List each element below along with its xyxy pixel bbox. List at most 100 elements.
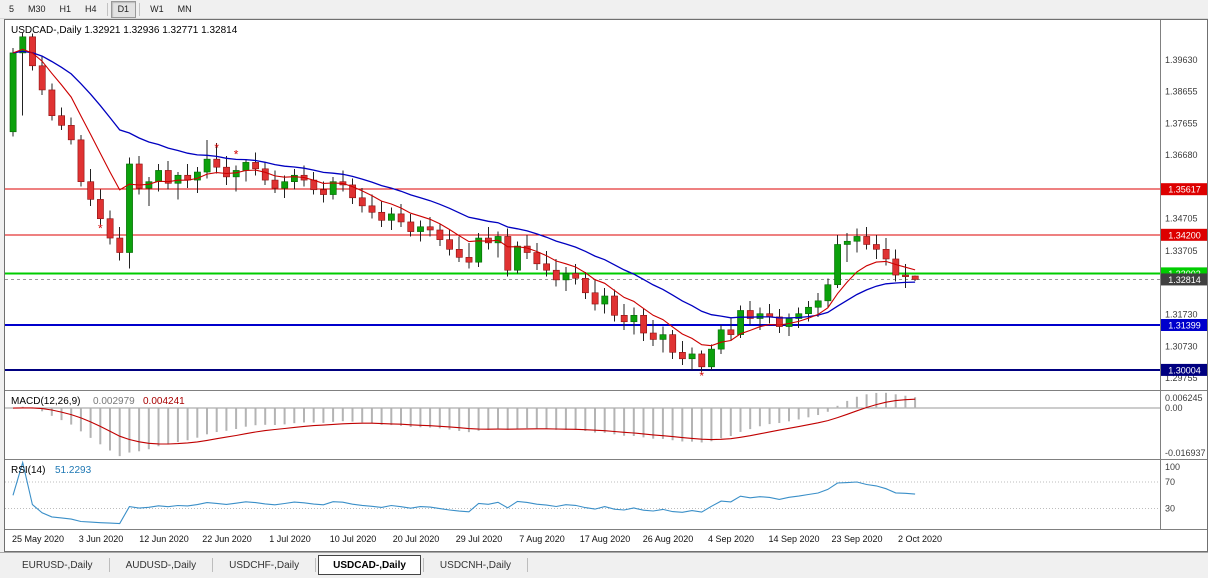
rsi-indicator-label: RSI(14): [11, 465, 45, 476]
tab-separator: [527, 558, 529, 572]
macd-histogram-bar: [594, 408, 596, 433]
date-label: 25 May 2020: [12, 534, 64, 544]
candle-body: [97, 199, 104, 220]
chart-tab-usdcad[interactable]: USDCAD-,Daily: [318, 555, 421, 575]
price-line-badge-label: 1.35617: [1168, 185, 1201, 195]
macd-histogram-bar: [79, 408, 82, 432]
macd-histogram-bar: [390, 408, 393, 426]
date-label: 20 Jul 2020: [393, 534, 440, 544]
macd-histogram-bar: [681, 408, 684, 442]
candle-body: [87, 181, 95, 200]
macd-histogram-bar: [138, 408, 141, 452]
chart-tab-eurusd[interactable]: EURUSD-,Daily: [22, 559, 93, 571]
price-axis-tick: 1.38655: [1165, 86, 1198, 96]
chart-canvas[interactable]: * * * * 1.39630 1.38655 1.37655 1.36680 1.34705 1…: [5, 20, 1208, 552]
date-label: 22 Jun 2020: [202, 534, 252, 544]
candle-body: [814, 300, 822, 308]
price-axis-tick: 1.31730: [1165, 309, 1198, 319]
macd-histogram-bar: [273, 408, 276, 425]
candle-body: [611, 295, 618, 316]
candle-body: [572, 273, 580, 279]
macd-histogram-bar: [894, 394, 897, 409]
macd-histogram-bar: [564, 408, 567, 430]
macd-histogram-bar: [176, 408, 179, 443]
timeframe-button-h4[interactable]: H4: [85, 3, 97, 14]
macd-histogram-bar: [225, 408, 228, 431]
macd-histogram-bar: [506, 408, 509, 430]
price-axis-tick: 1.34705: [1165, 214, 1198, 224]
candle-body: [164, 170, 172, 184]
timeframe-button-m30[interactable]: M30: [28, 3, 46, 14]
candle-body: [407, 221, 415, 232]
candle-body: [514, 245, 521, 271]
rsi-axis-label: 30: [1165, 503, 1175, 513]
candle-body: [310, 179, 318, 191]
macd-histogram-bar: [632, 408, 635, 437]
symbol-tabbar: EURUSD-,Daily AUDUSD-,Daily USDCHF-,Daily U…: [0, 552, 1208, 577]
timeframe-button-mn[interactable]: MN: [177, 3, 192, 14]
macd-histogram-bar: [351, 408, 354, 422]
timeframe-button-5[interactable]: 5: [9, 3, 15, 14]
candle-body: [688, 353, 696, 360]
candle-body: [77, 139, 85, 182]
date-label: 10 Jul 2020: [330, 534, 377, 544]
price-axis[interactable]: [1161, 20, 1208, 529]
candle-body: [116, 237, 124, 253]
candle-body: [775, 316, 783, 327]
macd-histogram-bar: [807, 408, 810, 418]
price-axis-tick: 1.37655: [1165, 119, 1198, 129]
date-label: 17 Aug 2020: [580, 534, 631, 544]
chart-tab-usdchf[interactable]: USDCHF-,Daily: [229, 559, 300, 571]
rsi-axis-label: 70: [1165, 477, 1175, 487]
candle-body: [446, 239, 453, 250]
macd-histogram-bar: [555, 408, 558, 430]
macd-histogram-bar: [254, 408, 257, 426]
candle-body: [591, 292, 599, 305]
macd-main-value: 0.002979: [93, 396, 135, 407]
macd-histogram-bar: [623, 408, 626, 436]
candle-body: [290, 174, 298, 182]
candle-body: [232, 170, 240, 178]
macd-histogram-bar: [720, 408, 723, 439]
chart-tab-usdcnh[interactable]: USDCNH-,Daily: [439, 559, 512, 571]
candle-body: [843, 240, 851, 245]
chart-marker-icon: *: [214, 141, 219, 155]
macd-histogram-bar: [215, 408, 218, 433]
candle-body: [106, 218, 114, 239]
timeframe-button-d1[interactable]: D1: [110, 0, 137, 18]
chart-window[interactable]: * * * * 1.39630 1.38655 1.37655 1.36680 1.34705 1…: [4, 19, 1208, 552]
macd-histogram-bar: [574, 408, 577, 430]
macd-histogram-bar: [118, 408, 121, 457]
macd-histogram-bar: [584, 408, 587, 432]
time-axis[interactable]: [5, 530, 1208, 552]
candle-body: [436, 229, 444, 240]
macd-histogram-bar: [157, 408, 160, 447]
candle-body: [601, 295, 609, 305]
candle-body: [242, 162, 250, 171]
macd-indicator-label: MACD(12,26,9): [11, 396, 80, 407]
macd-histogram-bar: [400, 408, 402, 426]
timeframe-button-w1[interactable]: W1: [150, 3, 164, 14]
macd-histogram-bar: [691, 408, 693, 442]
macd-histogram-bar: [206, 408, 208, 435]
macd-histogram-bar: [41, 408, 44, 412]
candle-body: [533, 252, 541, 265]
price-line-badge-label: 1.31399: [1168, 320, 1201, 330]
candle-body: [504, 236, 512, 271]
macd-histogram-bar: [477, 408, 480, 431]
chart-title: USDCAD-,Daily 1.32921 1.32936 1.32771 1.…: [11, 25, 238, 36]
candle-body: [320, 189, 327, 195]
macd-histogram-bar: [244, 408, 247, 427]
macd-histogram-bar: [885, 392, 887, 409]
date-label: 14 Sep 2020: [768, 534, 819, 544]
date-label: 1 Jul 2020: [269, 534, 311, 544]
rsi-value: 51.2293: [55, 465, 92, 476]
macd-histogram-bar: [710, 408, 713, 442]
macd-histogram-bar: [836, 405, 839, 409]
chart-tab-audusd[interactable]: AUDUSD-,Daily: [125, 559, 197, 571]
candle-body: [649, 332, 657, 340]
timeframe-button-h1[interactable]: H1: [59, 3, 72, 14]
ma-fast-line: [12, 48, 916, 347]
candle-body: [834, 244, 841, 286]
candle-body: [892, 258, 900, 276]
